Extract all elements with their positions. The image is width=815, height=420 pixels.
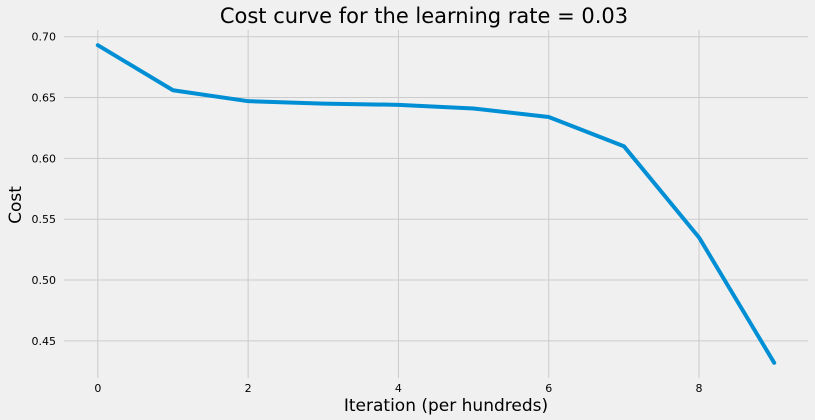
chart-title: Cost curve for the learning rate = 0.03 bbox=[220, 4, 628, 28]
x-tick-label: 2 bbox=[245, 382, 252, 395]
cost-series-line bbox=[95, 43, 777, 365]
series-layer bbox=[95, 43, 777, 365]
x-tick-labels: 0 2 4 6 8 bbox=[94, 382, 702, 395]
y-tick-labels: 0.45 0.50 0.55 0.60 0.65 0.70 bbox=[32, 31, 57, 348]
x-tick-label: 8 bbox=[696, 382, 703, 395]
y-tick-label: 0.70 bbox=[32, 31, 57, 44]
x-axis-label: Iteration (per hundreds) bbox=[344, 396, 548, 416]
grid bbox=[64, 30, 808, 378]
x-tick-label: 0 bbox=[94, 382, 101, 395]
y-tick-label: 0.45 bbox=[32, 335, 57, 348]
x-tick-label: 6 bbox=[545, 382, 552, 395]
y-tick-label: 0.65 bbox=[32, 92, 57, 105]
y-tick-label: 0.50 bbox=[32, 274, 57, 287]
y-tick-label: 0.60 bbox=[32, 152, 57, 165]
y-tick-label: 0.55 bbox=[32, 213, 57, 226]
x-tick-label: 4 bbox=[395, 382, 402, 395]
y-axis-label: Cost bbox=[6, 186, 26, 224]
